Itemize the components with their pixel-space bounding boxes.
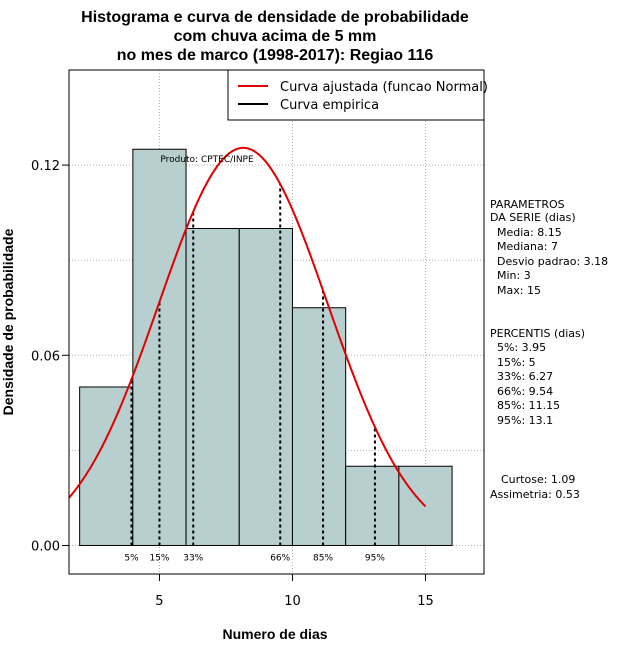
y-tick-label: 0.06: [31, 349, 60, 364]
chart-title-line-3: no mes de marco (1998-2017): Regiao 116: [117, 47, 434, 64]
y-axis-label: Densidade de probabilidade: [0, 228, 16, 415]
percentile-85: 85%: 11.15: [497, 399, 560, 412]
parameters-panel: PARAMETROS DA SERIE (dias) Media: 8.15 M…: [490, 198, 608, 297]
percentile-label: 66%: [270, 553, 290, 563]
percentile-lines: 5% 15% 33% 66% 85% 95%: [124, 184, 385, 563]
legend-box: [227, 69, 485, 121]
percentiles-panel: PERCENTIS (dias) 5%: 3.95 15%: 5 33%: 6.…: [490, 327, 585, 427]
legend-label-empirical: Curva empirica: [280, 98, 379, 113]
legend-label-fitted: Curva ajustada (funcao Normal): [280, 80, 488, 95]
percentile-66: 66%: 9.54: [497, 385, 553, 398]
percentile-label: 5%: [124, 553, 139, 563]
parameter-min: Min: 3: [497, 269, 531, 282]
parameters-heading-1: PARAMETROS: [490, 198, 565, 211]
y-tick-label: 0.12: [31, 159, 60, 174]
percentile-label: 85%: [313, 553, 333, 563]
parameter-sd: Desvio padrao: 3.18: [497, 255, 608, 268]
histogram-bar: [345, 465, 400, 546]
percentile-label: 15%: [149, 553, 169, 563]
plot-frame: [68, 69, 485, 575]
kurtosis: Curtose: 1.09: [501, 473, 575, 486]
percentile-label: 33%: [183, 553, 203, 563]
histogram-bars: [79, 148, 453, 546]
normal-curve-path: [68, 146, 427, 508]
y-axis: 0.00 0.06 0.12: [31, 159, 69, 554]
legend: Curva ajustada (funcao Normal) Curva emp…: [227, 69, 488, 121]
percentile-15: 15%: 5: [497, 356, 536, 369]
chart-title-line-1: Histograma e curva de densidade de proba…: [81, 9, 469, 26]
histogram-bar: [79, 386, 134, 546]
chart-title-line-2: com chuva acima de 5 mm: [174, 28, 377, 45]
x-tick-label: 15: [417, 594, 434, 609]
parameter-max: Max: 15: [497, 284, 541, 297]
parameter-mean: Media: 8.15: [497, 226, 562, 239]
y-tick-label: 0.00: [31, 539, 60, 554]
percentiles-heading: PERCENTIS (dias): [490, 327, 585, 340]
x-tick-label: 5: [155, 594, 163, 609]
percentile-33: 33%: 6.27: [497, 370, 553, 383]
skewness: Assimetria: 0.53: [490, 488, 580, 501]
x-tick-label: 10: [284, 594, 301, 609]
histogram-bar: [238, 227, 293, 546]
x-axis-label: Numero de dias: [222, 626, 327, 642]
product-label: Produto: CPTEC/INPE: [160, 155, 254, 165]
percentile-5: 5%: 3.95: [497, 341, 546, 354]
normal-curve: [68, 146, 427, 508]
histogram-bar: [185, 227, 240, 546]
shape-panel: Curtose: 1.09 Assimetria: 0.53: [490, 473, 580, 501]
percentile-label: 95%: [365, 553, 385, 563]
parameter-median: Mediana: 7: [497, 240, 558, 253]
histogram-bar: [291, 307, 347, 546]
parameters-heading-2: DA SERIE (dias): [490, 211, 576, 224]
percentile-95: 95%: 13.1: [497, 414, 553, 427]
x-axis: 5 10 15: [155, 574, 434, 609]
